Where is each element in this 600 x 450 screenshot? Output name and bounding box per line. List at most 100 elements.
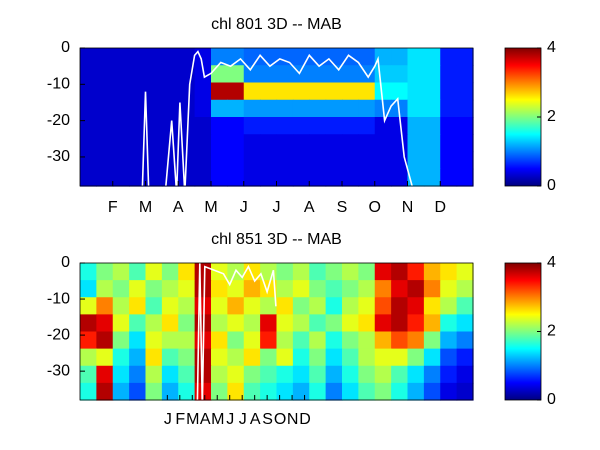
x-tick-label: J bbox=[240, 199, 248, 216]
heatmap-cell bbox=[260, 382, 278, 401]
heatmap-cell bbox=[178, 280, 196, 298]
heatmap-cell bbox=[80, 348, 97, 367]
heatmap-cell bbox=[243, 314, 261, 333]
x-tick-label: N bbox=[402, 199, 414, 216]
heatmap-cell bbox=[276, 99, 294, 118]
x-tick-label: D bbox=[299, 411, 310, 428]
heatmap-cell bbox=[342, 314, 359, 333]
heatmap-cell bbox=[194, 151, 212, 170]
heatmap-cell bbox=[358, 99, 376, 118]
heatmap-cell bbox=[129, 99, 147, 118]
heatmap-cell bbox=[325, 280, 343, 298]
heatmap-cell bbox=[80, 82, 97, 101]
x-tick-label: S bbox=[337, 199, 348, 216]
y-tick-label: -30 bbox=[47, 362, 70, 379]
heatmap-cell bbox=[456, 82, 474, 101]
heatmap-cell bbox=[423, 348, 441, 367]
heatmap-cell bbox=[243, 134, 261, 153]
heatmap-cell bbox=[309, 134, 327, 153]
heatmap-cell bbox=[145, 134, 163, 153]
heatmap-cell bbox=[374, 48, 392, 66]
heatmap-cell bbox=[292, 348, 310, 367]
heatmap-cell bbox=[456, 263, 474, 281]
heatmap-cell bbox=[423, 48, 441, 66]
heatmap-cell bbox=[407, 382, 425, 401]
heatmap-cell bbox=[407, 48, 425, 66]
heatmap-cell bbox=[391, 280, 409, 298]
heatmap-cell bbox=[80, 117, 97, 135]
y-tick-label: -10 bbox=[47, 290, 70, 307]
heatmap-cell bbox=[227, 117, 245, 135]
heatmap-cell bbox=[342, 65, 359, 84]
heatmap-cell bbox=[309, 297, 327, 315]
heatmap-cell bbox=[309, 82, 327, 101]
heatmap-cell bbox=[374, 65, 392, 84]
heatmap-cell bbox=[178, 331, 196, 350]
heatmap-cell bbox=[440, 117, 458, 135]
heatmap-cell bbox=[243, 117, 261, 135]
heatmap-cell bbox=[161, 99, 179, 118]
heatmap-cell bbox=[96, 314, 114, 333]
heatmap-cell bbox=[407, 348, 425, 367]
heatmap-cell bbox=[112, 168, 130, 187]
heatmap-cell bbox=[80, 297, 97, 315]
heatmap-cell bbox=[80, 48, 97, 66]
heatmap-cell bbox=[276, 263, 294, 281]
heatmap-cell bbox=[358, 48, 376, 66]
heatmap-cell bbox=[145, 151, 163, 170]
heatmap-cell bbox=[227, 82, 245, 101]
x-tick-label: A bbox=[250, 411, 261, 428]
y-tick-label: -20 bbox=[47, 326, 70, 343]
heatmap-cell bbox=[456, 280, 474, 298]
x-tick-label: A bbox=[304, 199, 315, 216]
heatmap-cell bbox=[423, 134, 441, 153]
heatmap-cell bbox=[96, 297, 114, 315]
axes-frame bbox=[79, 262, 474, 401]
heatmap-cell bbox=[211, 134, 228, 153]
heatmap-cell bbox=[96, 134, 114, 153]
heatmap-cell bbox=[112, 314, 130, 333]
heatmap-cell bbox=[194, 168, 212, 187]
heatmap-cell bbox=[407, 151, 425, 170]
heatmap-cell bbox=[211, 280, 228, 298]
heatmap-cell bbox=[309, 365, 327, 384]
heatmap-cell bbox=[292, 280, 310, 298]
x-tick-label: M bbox=[186, 411, 199, 428]
heatmap-cell bbox=[440, 331, 458, 350]
heatmap-cell bbox=[243, 365, 261, 384]
heatmap-cell bbox=[440, 151, 458, 170]
heatmap-cell bbox=[440, 348, 458, 367]
heatmap-cell bbox=[407, 65, 425, 84]
heatmap-cell bbox=[112, 99, 130, 118]
heatmap-cell bbox=[112, 348, 130, 367]
heatmap-cell bbox=[276, 48, 294, 66]
heatmap-cell bbox=[358, 297, 376, 315]
heatmap-cell bbox=[325, 48, 343, 66]
heatmap-cell bbox=[407, 117, 425, 135]
heatmap-cell bbox=[243, 151, 261, 170]
heatmap-cell bbox=[260, 117, 278, 135]
colorbar-tick-label: 2 bbox=[547, 323, 556, 340]
heatmap-cell bbox=[161, 48, 179, 66]
heatmap-cell bbox=[309, 314, 327, 333]
heatmap-cell bbox=[211, 382, 228, 401]
heatmap-cell bbox=[276, 151, 294, 170]
heatmap-cell bbox=[325, 134, 343, 153]
heatmap-cell bbox=[211, 151, 228, 170]
heatmap-cell bbox=[358, 365, 376, 384]
colorbar-tick-label: 2 bbox=[547, 108, 556, 125]
heatmap-cell bbox=[423, 314, 441, 333]
heatmap-cell bbox=[440, 263, 458, 281]
heatmap-cell bbox=[358, 117, 376, 135]
heatmap-cell bbox=[407, 280, 425, 298]
heatmap-cell bbox=[292, 99, 310, 118]
chart-title: chl 801 3D -- MAB bbox=[211, 16, 342, 33]
heatmap-cell bbox=[342, 365, 359, 384]
heatmap-cell bbox=[161, 151, 179, 170]
heatmap-cell bbox=[423, 117, 441, 135]
heatmap-cell bbox=[342, 168, 359, 187]
heatmap-cell bbox=[423, 263, 441, 281]
heatmap-cell bbox=[112, 365, 130, 384]
heatmap-cell bbox=[96, 263, 114, 281]
heatmap-cell bbox=[440, 48, 458, 66]
